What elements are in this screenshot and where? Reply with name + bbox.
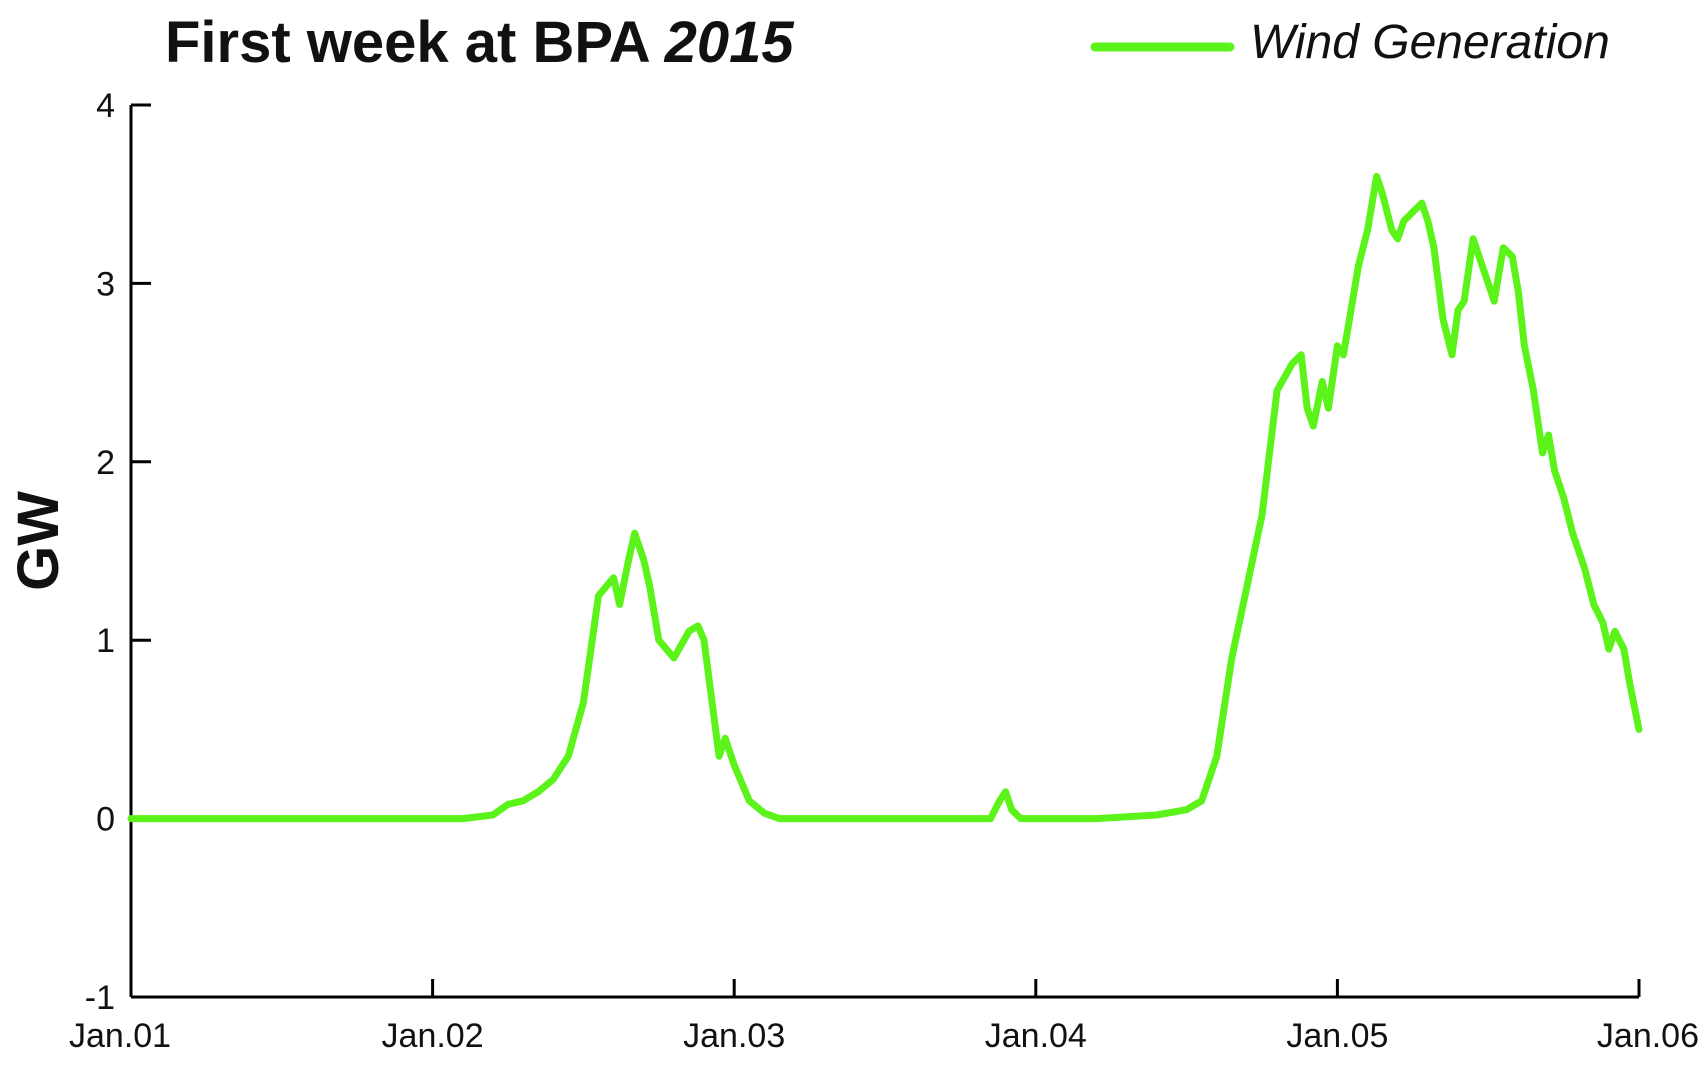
y-tick-label: 1 (96, 622, 115, 660)
x-tick-label: Jan.01 (69, 1017, 171, 1055)
chart-title: First week at BPA 2015 (165, 10, 794, 75)
x-tick-label: Jan.06 (1597, 1017, 1699, 1055)
legend-label: Wind Generation (1250, 16, 1610, 69)
y-tick-label: 3 (96, 265, 115, 303)
y-tick-label: -1 (85, 979, 115, 1017)
series-line-wind-generation (127, 172, 1643, 823)
chart-title-year: 2015 (664, 10, 795, 75)
y-tick-label: 4 (96, 87, 115, 125)
y-axis-label: GW (6, 491, 71, 591)
x-axis: Jan.01 Jan.02 Jan.03 Jan.04 Jan.05 Jan.06 (69, 979, 1699, 1055)
legend: Wind Generation (1090, 16, 1610, 69)
y-axis: -1 0 1 2 3 4 (85, 87, 151, 1017)
x-tick-label: Jan.03 (683, 1017, 785, 1055)
chart-title-text: First week at BPA (165, 10, 650, 75)
x-tick-label: Jan.05 (1286, 1017, 1388, 1055)
x-tick-label: Jan.02 (382, 1017, 484, 1055)
y-tick-label: 2 (96, 444, 115, 482)
x-tick-label: Jan.04 (985, 1017, 1087, 1055)
y-tick-label: 0 (96, 801, 115, 839)
